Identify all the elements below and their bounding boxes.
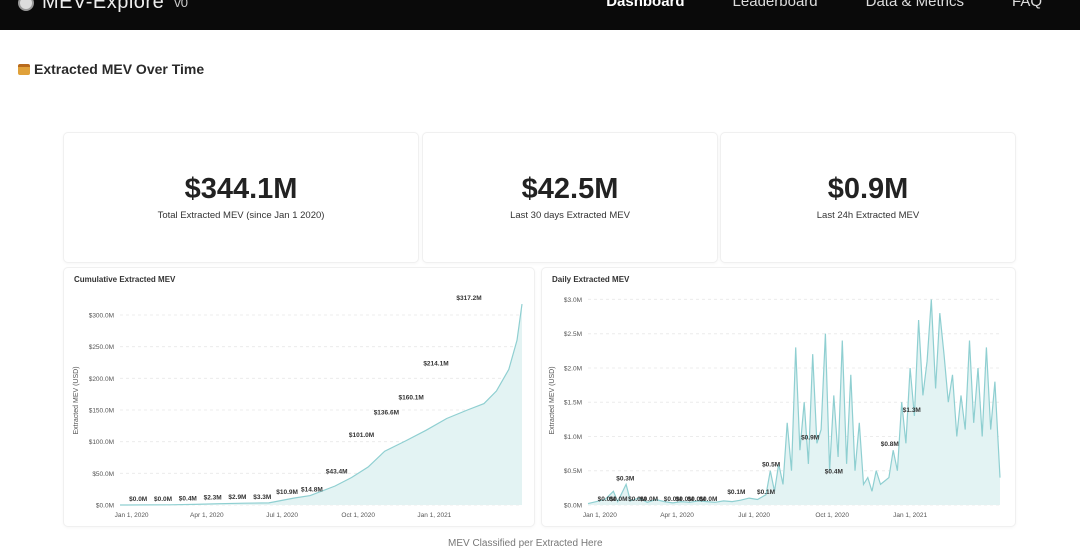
data-label: $0.0M — [598, 496, 616, 503]
x-tick-label: Apr 1, 2020 — [190, 512, 224, 519]
data-label: $2.3M — [204, 495, 222, 502]
data-label: $0.0M — [154, 496, 172, 503]
data-label: $0.0M — [699, 496, 717, 503]
data-label: $101.0M — [349, 432, 374, 439]
data-label: $0.0M — [129, 496, 147, 503]
daily-mev-chart: $0.0M $0.5M $1.0M $1.5M $2.0M $2.5M $3.0M Jan 1… — [549, 297, 1001, 519]
x-tick-label: Jan 1, 2021 — [893, 512, 927, 519]
series-area — [120, 304, 522, 505]
y-tick-label: $200.0M — [89, 376, 114, 383]
data-label: $0.0M — [687, 496, 705, 503]
stat-label-30d: Last 30 days Extracted MEV — [510, 210, 630, 221]
series-line — [587, 299, 1001, 505]
stat-label-total: Total Extracted MEV (since Jan 1 2020) — [157, 210, 325, 221]
cumulative-mev-chart: $0.0M $50.0M $100.0M $150.0M $200.0M $250.0M $… — [73, 295, 523, 519]
x-tick-label: Jan 1, 2020 — [115, 512, 149, 519]
x-tick-label: Oct 1, 2020 — [815, 512, 849, 519]
y-tick-label: $100.0M — [89, 439, 114, 446]
brand[interactable]: MEV-Explore v0 — [18, 0, 188, 14]
data-label: $0.0M — [609, 496, 627, 503]
y-tick-label: $0.0M — [96, 503, 114, 510]
data-label: $0.4M — [179, 496, 197, 503]
y-tick-label: $250.0M — [89, 344, 114, 351]
data-label: $0.0M — [628, 496, 646, 503]
stat-card-30d: $42.5M Last 30 days Extracted MEV — [423, 133, 717, 262]
data-label: $3.3M — [253, 494, 271, 501]
nav-data-metrics[interactable]: Data & Metrics — [865, 0, 964, 10]
x-tick-label: Jul 1, 2020 — [738, 512, 770, 519]
data-label: $0.0M — [664, 496, 682, 503]
nav-dashboard[interactable]: Dashboard — [606, 0, 685, 10]
y-tick-label: $0.0M — [564, 503, 582, 510]
y-tick-label: $2.0M — [564, 365, 582, 372]
series-line — [119, 304, 523, 506]
stat-card-total: $344.1M Total Extracted MEV (since Jan 1… — [64, 133, 418, 262]
x-tick-label: Apr 1, 2020 — [660, 512, 694, 519]
data-label: $317.2M — [456, 295, 481, 302]
data-label: $0.9M — [801, 434, 819, 441]
y-tick-label: $300.0M — [89, 313, 114, 320]
chart-title: Daily Extracted MEV — [552, 275, 630, 284]
y-axis-label: Extracted MEV (USD) — [549, 366, 556, 434]
honey-pot-icon — [18, 63, 30, 75]
data-label: $0.4M — [825, 469, 843, 476]
y-tick-label: $150.0M — [89, 408, 114, 415]
daily-mev-chart-card: Daily Extracted MEV $0.0M $0.5M $1.0M $1.5M… — [542, 268, 1015, 526]
nav-faq[interactable]: FAQ — [1011, 0, 1042, 10]
chart-title: Cumulative Extracted MEV — [74, 275, 176, 284]
data-label: $43.4M — [326, 469, 348, 476]
data-label: $0.0M — [676, 496, 694, 503]
data-label: $2.9M — [228, 494, 246, 501]
y-tick-label: $2.5M — [564, 331, 582, 338]
y-tick-label: $50.0M — [92, 471, 114, 478]
y-tick-label: $1.0M — [564, 434, 582, 441]
x-tick-label: Jan 1, 2021 — [417, 512, 451, 519]
x-tick-label: Oct 1, 2020 — [341, 512, 375, 519]
data-label: $0.5M — [762, 462, 780, 469]
nav-leaderboard[interactable]: Leaderboard — [732, 0, 818, 10]
data-label: $160.1M — [399, 395, 424, 402]
data-label: $0.1M — [757, 489, 775, 496]
section-header: Extracted MEV Over Time — [18, 61, 204, 77]
app-name: MEV-Explore — [42, 0, 165, 13]
data-label: $1.3M — [903, 407, 921, 414]
stat-label-24h: Last 24h Extracted MEV — [816, 210, 920, 221]
data-label: $14.8M — [301, 487, 323, 494]
stat-card-24h: $0.9M Last 24h Extracted MEV — [721, 133, 1015, 262]
y-tick-label: $0.5M — [564, 468, 582, 475]
y-axis-label: Extracted MEV (USD) — [73, 366, 80, 434]
data-label: $0.3M — [616, 475, 634, 482]
data-label: $136.6M — [374, 409, 399, 416]
flashbots-logo-icon — [18, 0, 34, 11]
data-label: $0.0M — [640, 496, 658, 503]
stat-value-total: $344.1M — [184, 173, 298, 205]
app-version: v0 — [174, 0, 188, 10]
main-nav: Dashboard Leaderboard Data & Metrics FAQ — [606, 0, 1042, 10]
data-label: $214.1M — [423, 360, 448, 367]
footer-note: MEV Classified per Extracted Here — [448, 538, 603, 549]
cumulative-mev-chart-card: Cumulative Extracted MEV $0.0M $50.0M $100… — [64, 268, 534, 526]
data-label: $0.1M — [727, 489, 745, 496]
y-tick-label: $1.5M — [564, 400, 582, 407]
data-label: $0.8M — [881, 441, 899, 448]
data-label: $10.9M — [276, 489, 298, 496]
y-tick-label: $3.0M — [564, 297, 582, 304]
stat-value-24h: $0.9M — [827, 173, 909, 205]
stat-value-30d: $42.5M — [521, 173, 619, 205]
x-tick-label: Jul 1, 2020 — [266, 512, 298, 519]
x-tick-label: Jan 1, 2020 — [583, 512, 617, 519]
top-navbar: MEV-Explore v0 Dashboard Leaderboard Dat… — [0, 0, 1080, 30]
section-title: Extracted MEV Over Time — [34, 61, 205, 77]
